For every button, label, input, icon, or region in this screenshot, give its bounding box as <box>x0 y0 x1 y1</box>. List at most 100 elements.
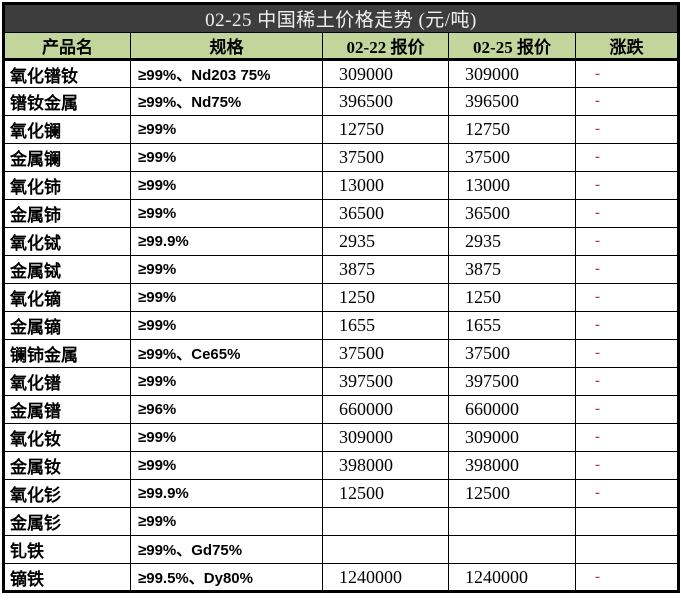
table-row: 金属铈 ≥99% 36500 36500 - <box>3 199 680 228</box>
quote-0225-cell: 398000 <box>448 451 576 480</box>
quote-0222-cell: 396500 <box>322 87 449 116</box>
product-name-cell: 氧化镧 <box>3 115 131 144</box>
spec-cell: ≥99% <box>130 507 323 536</box>
quote-0222-cell: 12500 <box>322 479 449 508</box>
table-row: 镨钕金属 ≥99%、Nd75% 396500 396500 - <box>3 87 680 116</box>
product-name-cell: 金属镧 <box>3 143 131 172</box>
quote-0222-cell: 1250 <box>322 283 449 312</box>
product-name-cell: 氧化镨钕 <box>3 59 131 88</box>
quote-0222-cell: 13000 <box>322 171 449 200</box>
product-name-cell: 金属钕 <box>3 451 131 480</box>
change-cell: - <box>574 479 680 508</box>
spec-cell: ≥99% <box>130 367 323 396</box>
table-row: 镝铁 ≥99.5%、Dy80% 1240000 1240000 - <box>3 563 680 592</box>
spec-cell: ≥99% <box>130 255 323 284</box>
quote-0225-cell: 397500 <box>448 367 576 396</box>
change-cell: - <box>574 171 680 200</box>
spec-cell: ≥99% <box>130 199 323 228</box>
spec-cell: ≥99.9% <box>130 479 323 508</box>
product-name-cell: 氧化铽 <box>3 227 131 256</box>
quote-0225-cell: 12500 <box>448 479 576 508</box>
change-cell <box>574 535 680 564</box>
quote-0225-cell: 37500 <box>448 143 576 172</box>
table-row: 氧化镝 ≥99% 1250 1250 - <box>3 283 680 312</box>
change-cell: - <box>574 59 680 88</box>
quote-0222-cell: 37500 <box>322 143 449 172</box>
change-cell: - <box>574 311 680 340</box>
product-name-cell: 金属镨 <box>3 395 131 424</box>
table-row: 氧化钕 ≥99% 309000 309000 - <box>3 423 680 452</box>
quote-0222-cell: 12750 <box>322 115 449 144</box>
quote-0222-cell: 2935 <box>322 227 449 256</box>
table-row: 金属镧 ≥99% 37500 37500 - <box>3 143 680 172</box>
spec-cell: ≥99% <box>130 283 323 312</box>
table-row: 镧铈金属 ≥99%、Ce65% 37500 37500 - <box>3 339 680 368</box>
table-row: 钆铁 ≥99%、Gd75% <box>3 535 680 564</box>
spec-cell: ≥99%、Gd75% <box>130 535 323 564</box>
product-name-cell: 氧化镝 <box>3 283 131 312</box>
col-header-change: 涨跌 <box>574 32 680 61</box>
col-header-quote-0222: 02-22 报价 <box>322 32 449 61</box>
quote-0222-cell: 3875 <box>322 255 449 284</box>
title-row: 02-25 中国稀土价格走势 (元/吨) <box>2 3 680 33</box>
rare-earth-price-table: 02-25 中国稀土价格走势 (元/吨) 产品名 规格 02-22 报价 02-… <box>2 2 681 593</box>
spec-cell: ≥99.5%、Dy80% <box>130 563 323 592</box>
product-name-cell: 钆铁 <box>3 535 131 564</box>
quote-0222-cell: 37500 <box>322 339 449 368</box>
table-row: 金属钕 ≥99% 398000 398000 - <box>3 451 680 480</box>
change-cell: - <box>574 563 680 592</box>
change-cell: - <box>574 451 680 480</box>
quote-0222-cell: 398000 <box>322 451 449 480</box>
table-row: 金属镨 ≥96% 660000 660000 - <box>3 395 680 424</box>
product-name-cell: 氧化镨 <box>3 367 131 396</box>
spec-cell: ≥96% <box>130 395 323 424</box>
quote-0225-cell: 1250 <box>448 283 576 312</box>
quote-0222-cell: 36500 <box>322 199 449 228</box>
col-header-quote-0225: 02-25 报价 <box>448 32 576 61</box>
spec-cell: ≥99% <box>130 171 323 200</box>
change-cell: - <box>574 395 680 424</box>
spec-cell: ≥99% <box>130 115 323 144</box>
spec-cell: ≥99% <box>130 311 323 340</box>
product-name-cell: 镝铁 <box>3 563 131 592</box>
table-row: 氧化镧 ≥99% 12750 12750 - <box>3 115 680 144</box>
quote-0222-cell: 1655 <box>322 311 449 340</box>
quote-0222-cell: 1240000 <box>322 563 449 592</box>
table-row: 氧化镨钕 ≥99%、Nd203 75% 309000 309000 - <box>3 59 680 88</box>
quote-0222-cell: 660000 <box>322 395 449 424</box>
col-header-spec: 规格 <box>130 32 323 61</box>
quote-0222-cell <box>322 535 449 564</box>
quote-0225-cell: 13000 <box>448 171 576 200</box>
product-name-cell: 镧铈金属 <box>3 339 131 368</box>
page-title: 02-25 中国稀土价格走势 (元/吨) <box>2 3 680 33</box>
table-row: 氧化钐 ≥99.9% 12500 12500 - <box>3 479 680 508</box>
product-name-cell: 氧化钕 <box>3 423 131 452</box>
table-row: 氧化铈 ≥99% 13000 13000 - <box>3 171 680 200</box>
col-header-product: 产品名 <box>3 32 131 61</box>
change-cell: - <box>574 199 680 228</box>
quote-0225-cell: 1240000 <box>448 563 576 592</box>
table-row: 金属镝 ≥99% 1655 1655 - <box>3 311 680 340</box>
quote-0225-cell: 309000 <box>448 423 576 452</box>
quote-0225-cell: 3875 <box>448 255 576 284</box>
product-name-cell: 金属镝 <box>3 311 131 340</box>
change-cell: - <box>574 87 680 116</box>
change-cell: - <box>574 367 680 396</box>
change-cell: - <box>574 423 680 452</box>
table-row: 氧化镨 ≥99% 397500 397500 - <box>3 367 680 396</box>
product-name-cell: 氧化钐 <box>3 479 131 508</box>
product-name-cell: 金属铽 <box>3 255 131 284</box>
change-cell: - <box>574 143 680 172</box>
product-name-cell: 氧化铈 <box>3 171 131 200</box>
product-name-cell: 金属钐 <box>3 507 131 536</box>
table-row: 金属钐 ≥99% <box>3 507 680 536</box>
quote-0225-cell: 37500 <box>448 339 576 368</box>
quote-0222-cell: 309000 <box>322 59 449 88</box>
quote-0225-cell <box>448 507 576 536</box>
quote-0222-cell: 309000 <box>322 423 449 452</box>
quote-0222-cell <box>322 507 449 536</box>
spec-cell: ≥99%、Ce65% <box>130 339 323 368</box>
spec-cell: ≥99%、Nd203 75% <box>130 59 323 88</box>
quote-0225-cell: 36500 <box>448 199 576 228</box>
change-cell <box>574 507 680 536</box>
